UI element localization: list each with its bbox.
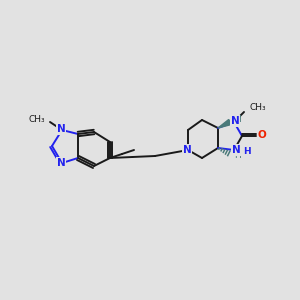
Text: N: N xyxy=(183,145,191,155)
Polygon shape xyxy=(218,119,231,128)
Text: N: N xyxy=(232,145,240,155)
Text: O: O xyxy=(258,130,266,140)
Text: N: N xyxy=(57,124,65,134)
Text: H: H xyxy=(243,148,250,157)
Text: CH₃: CH₃ xyxy=(249,103,266,112)
Text: H: H xyxy=(234,152,241,160)
Text: N: N xyxy=(57,124,65,134)
Text: N: N xyxy=(231,116,239,126)
Text: H: H xyxy=(234,116,241,124)
Text: CH₃: CH₃ xyxy=(28,116,45,124)
Text: N: N xyxy=(183,145,191,155)
Text: N: N xyxy=(57,158,65,168)
Text: N: N xyxy=(231,116,239,126)
Text: N: N xyxy=(57,158,65,168)
Text: N: N xyxy=(232,145,240,155)
Text: O: O xyxy=(258,130,266,140)
